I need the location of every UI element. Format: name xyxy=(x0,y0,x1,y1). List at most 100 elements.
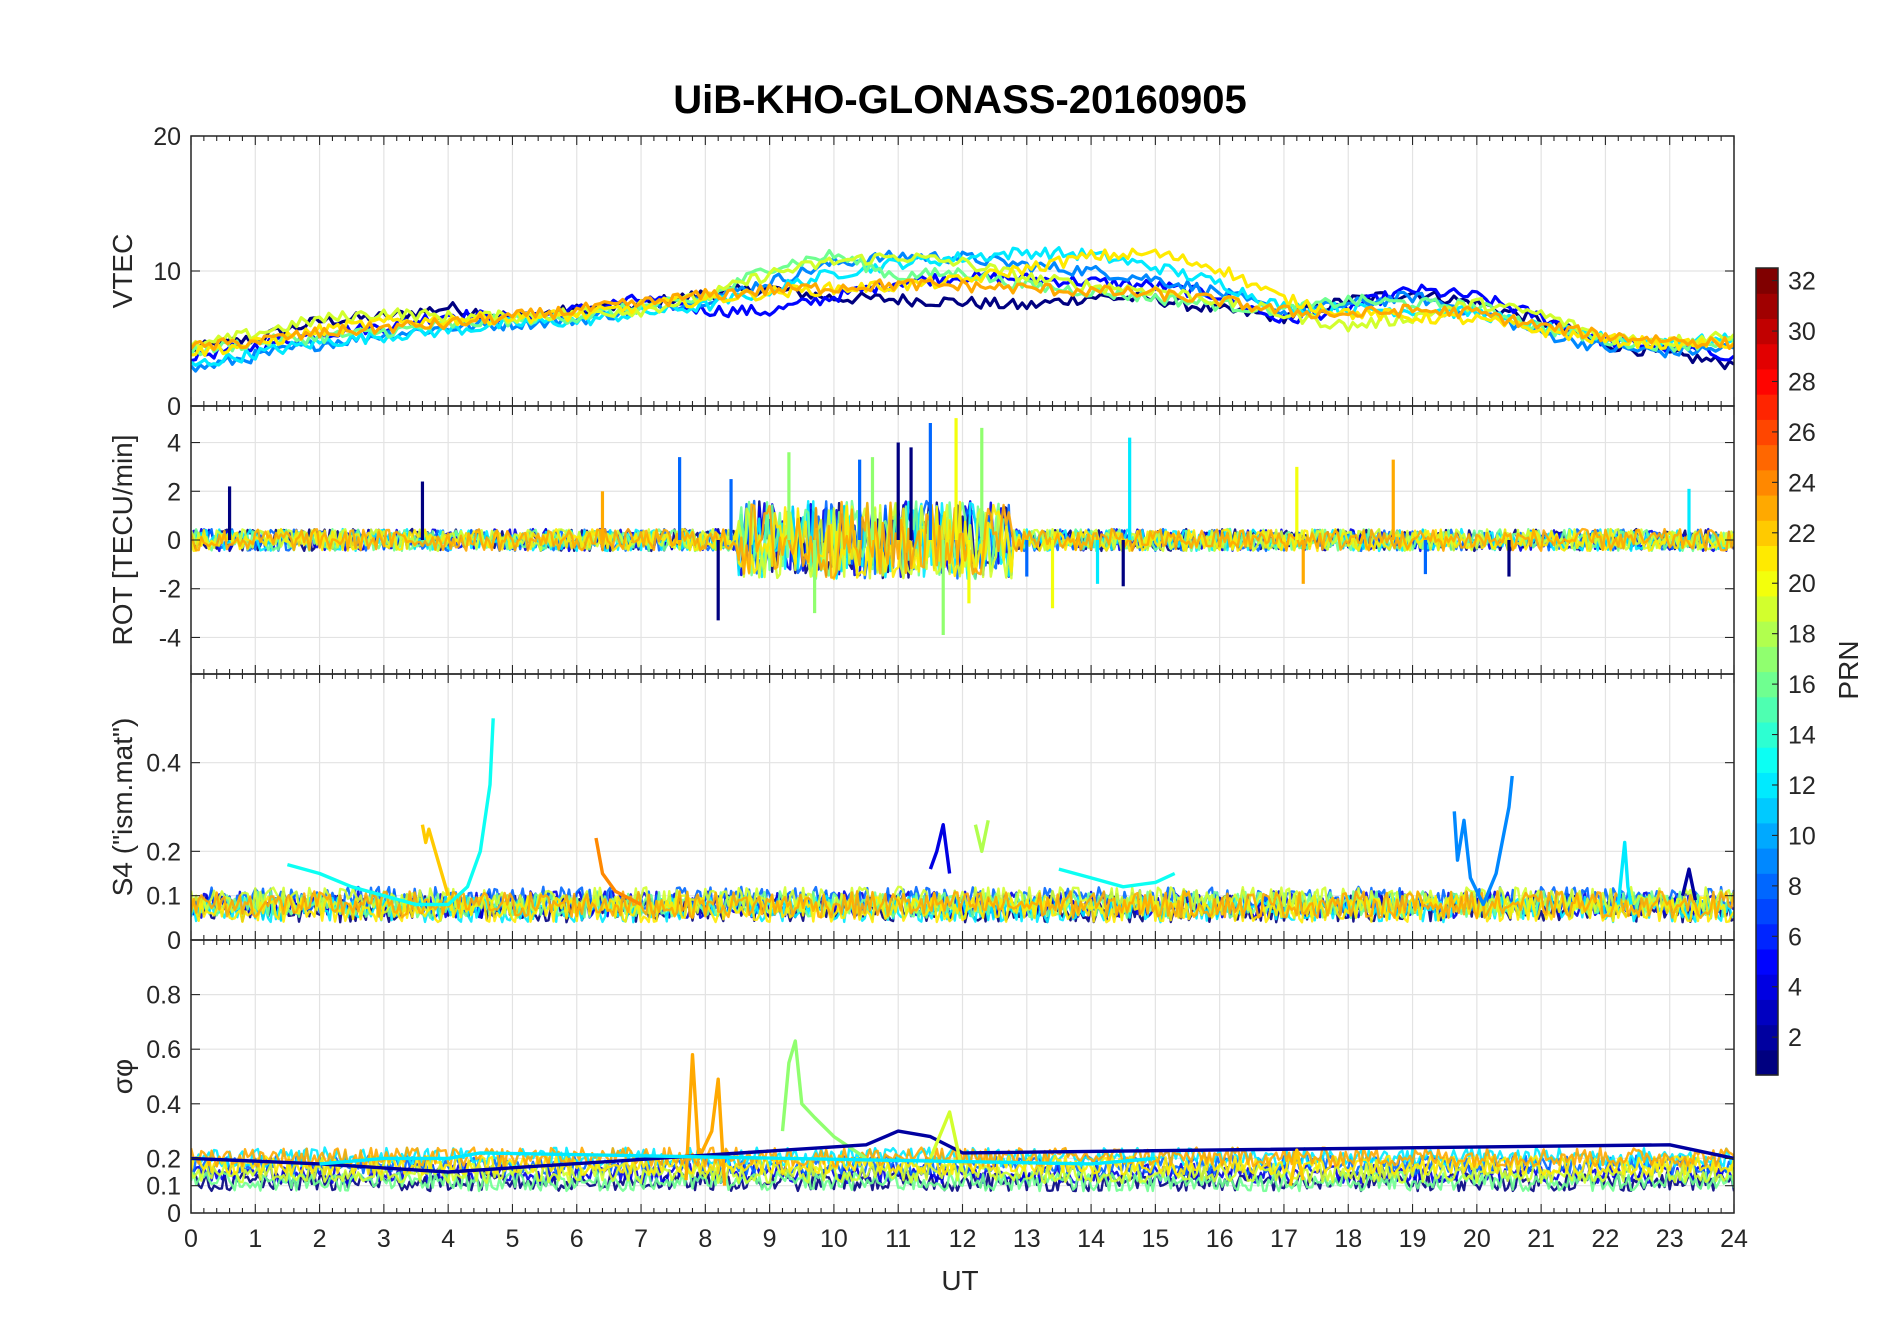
colorbar-swatch xyxy=(1756,394,1778,420)
y-tick-label: 0.6 xyxy=(146,1036,181,1064)
colorbar-swatch xyxy=(1756,923,1778,950)
x-tick-label: 14 xyxy=(1077,1225,1105,1253)
x-tick-label: 5 xyxy=(506,1225,520,1253)
colorbar-swatch xyxy=(1756,1049,1778,1076)
background-series-line xyxy=(191,890,1734,919)
x-tick-label: 16 xyxy=(1206,1225,1234,1253)
colorbar-swatch xyxy=(1756,520,1778,547)
x-tick-label: 18 xyxy=(1334,1225,1362,1253)
x-tick-label: 0 xyxy=(184,1225,198,1253)
background-series-line xyxy=(191,500,1734,579)
chart-title: UiB-KHO-GLONASS-20160905 xyxy=(673,78,1247,122)
y-tick-label: -4 xyxy=(159,624,181,652)
colorbar-tick-label: 24 xyxy=(1788,469,1816,497)
colorbar-swatch xyxy=(1756,772,1778,799)
colorbar-tick-label: 4 xyxy=(1788,974,1802,1002)
panel-3-series xyxy=(191,718,1734,924)
event-series-line xyxy=(973,819,990,853)
colorbar-tick-label: 18 xyxy=(1788,621,1816,649)
colorbar-swatch xyxy=(1756,797,1778,824)
colorbar-tick-label: 6 xyxy=(1788,923,1802,951)
y-tick-label: 0.4 xyxy=(146,1091,181,1119)
colorbar-swatch xyxy=(1756,419,1778,446)
x-tick-label: 21 xyxy=(1527,1225,1555,1253)
panel-1: 0 10 20 VTEC xyxy=(107,123,1735,421)
y-tick-label: 20 xyxy=(153,123,181,151)
colorbar-swatch xyxy=(1756,948,1778,975)
colorbar-swatch xyxy=(1756,898,1778,925)
colorbar-label: PRN xyxy=(1833,640,1864,699)
event-series-line xyxy=(1616,840,1633,905)
panel-2-series xyxy=(191,418,1734,636)
event-series-line xyxy=(1452,775,1514,907)
y-tick-label: 2 xyxy=(167,478,181,506)
y-tick-label: 0 xyxy=(167,1200,181,1228)
y-tick-label: 0 xyxy=(167,393,181,421)
y-axis-label: S4 ("ism.mat") xyxy=(107,718,138,897)
x-tick-label: 9 xyxy=(763,1225,777,1253)
x-tick-label: 3 xyxy=(377,1225,391,1253)
y-tick-label: 0.2 xyxy=(146,838,181,866)
colorbar-swatch xyxy=(1756,696,1778,723)
x-tick-label: 23 xyxy=(1656,1225,1684,1253)
x-tick-label: 17 xyxy=(1270,1225,1298,1253)
panel-1-series xyxy=(191,246,1734,373)
colorbar-swatch xyxy=(1756,469,1778,496)
colorbar-swatch xyxy=(1756,974,1778,1000)
colorbar-swatch xyxy=(1756,873,1778,900)
event-series-line xyxy=(319,1151,1156,1166)
colorbar-tick-label: 12 xyxy=(1788,772,1816,800)
colorbar-tick-label: 2 xyxy=(1788,1024,1802,1052)
y-tick-label: 0 xyxy=(167,527,181,555)
colorbar-swatch xyxy=(1756,545,1778,572)
panel-2: -4 -2 0 2 4 ROT [TECU/min] xyxy=(107,405,1735,675)
y-tick-label: 0 xyxy=(167,927,181,955)
x-tick-label: 15 xyxy=(1141,1225,1169,1253)
colorbar-swatch xyxy=(1756,268,1778,294)
panel-3: 0 0.1 0.2 0.4 S4 ("ism.mat") xyxy=(107,673,1735,955)
x-tick-label: 24 xyxy=(1720,1225,1748,1253)
y-axis-label: VTEC xyxy=(107,234,138,309)
event-series-line xyxy=(191,1129,1734,1174)
colorbar-swatch xyxy=(1756,721,1778,748)
colorbar-swatch xyxy=(1756,444,1778,471)
vtec-series-line xyxy=(191,278,1734,352)
x-tick-label: 10 xyxy=(820,1225,848,1253)
y-axis-label: ROT [TECU/min] xyxy=(107,434,138,645)
colorbar-tick-label: 14 xyxy=(1788,722,1816,750)
colorbar-swatch xyxy=(1756,293,1778,320)
x-tick-label: 7 xyxy=(634,1225,648,1253)
colorbar-tick-label: 26 xyxy=(1788,419,1816,447)
x-tick-label: 2 xyxy=(313,1225,327,1253)
colorbar-frame xyxy=(1755,267,1779,1076)
event-series-line xyxy=(1680,867,1698,901)
event-series-line xyxy=(928,823,952,874)
x-tick-label: 4 xyxy=(441,1225,455,1253)
colorbar-swatch xyxy=(1756,671,1778,698)
y-tick-label: 0.1 xyxy=(146,1173,181,1201)
vtec-series-line xyxy=(191,252,1734,352)
event-series-line xyxy=(1288,1148,1305,1187)
background-series-line xyxy=(191,1170,1734,1193)
colorbar-tick-label: 30 xyxy=(1788,318,1816,346)
x-tick-label: 20 xyxy=(1463,1225,1491,1253)
colorbar-tick-label: 10 xyxy=(1788,822,1816,850)
x-tick-label: 11 xyxy=(885,1225,911,1253)
y-tick-label: 0.8 xyxy=(146,982,181,1010)
x-tick-label: 19 xyxy=(1399,1225,1427,1253)
colorbar-tick-label: 8 xyxy=(1788,873,1802,901)
y-tick-label: -2 xyxy=(159,576,181,604)
x-tick-label: 12 xyxy=(949,1225,977,1253)
y-axis-label: σφ xyxy=(107,1059,138,1094)
event-series-line xyxy=(420,824,450,897)
colorbar-tick-label: 28 xyxy=(1788,368,1816,396)
colorbar-tick-label: 16 xyxy=(1788,671,1816,699)
x-tick-label: 8 xyxy=(698,1225,712,1253)
event-series-line xyxy=(286,718,495,907)
x-tick-label: 22 xyxy=(1592,1225,1620,1253)
y-tick-label: 0.1 xyxy=(146,883,181,911)
